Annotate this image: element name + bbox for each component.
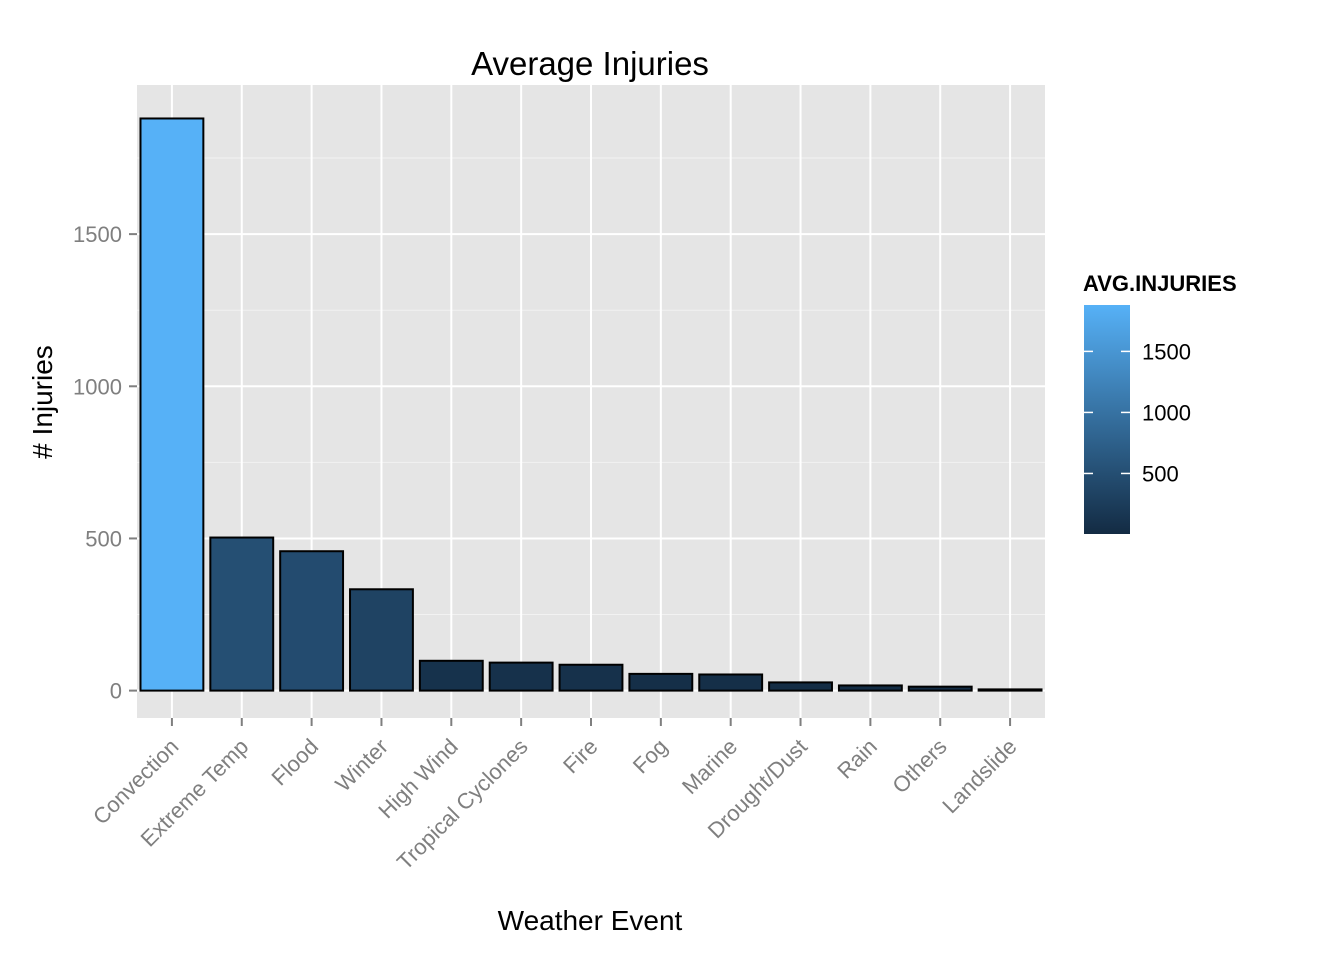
x-axis-title: Weather Event [498,905,683,936]
x-tick-label: Marine [677,734,742,799]
legend-label: 1500 [1142,339,1191,364]
bar [907,685,973,692]
chart-title: Average Injuries [471,45,709,82]
legend: AVG.INJURIES 1500 1000 500 [1083,271,1237,534]
bar [768,681,833,692]
x-tick-label: Others [887,734,951,798]
bar [558,663,624,692]
legend-ticks: 1500 1000 500 [1084,339,1191,486]
y-tick-label: 0 [110,679,122,704]
y-tick-label: 1500 [73,222,122,247]
bar [837,684,903,692]
legend-title: AVG.INJURIES [1083,271,1237,296]
bar [349,588,414,692]
y-tick-label: 1000 [73,374,122,399]
y-tick-label: 500 [85,526,122,551]
y-axis-title: # Injuries [27,345,58,459]
bar [488,661,554,692]
bar [279,550,345,692]
bar [698,673,764,692]
x-tick-label: Rain [832,734,882,784]
x-tick-label: Landslide [937,734,1021,818]
x-tick-label: Fire [558,734,602,778]
bars [139,117,1043,692]
bar [209,536,275,692]
x-tick-label: Fog [628,734,672,778]
bar [628,672,694,692]
x-tick-label: Winter [330,734,393,797]
y-axis: 0 500 1000 1500 [73,222,137,704]
bar [977,688,1043,692]
x-tick-label: Flood [267,734,324,791]
legend-label: 500 [1142,461,1179,486]
x-tick-label: Tropical Cyclones [392,734,533,875]
legend-colorbar [1084,305,1130,534]
bar [139,117,205,692]
bar [418,659,484,692]
legend-label: 1000 [1142,400,1191,425]
